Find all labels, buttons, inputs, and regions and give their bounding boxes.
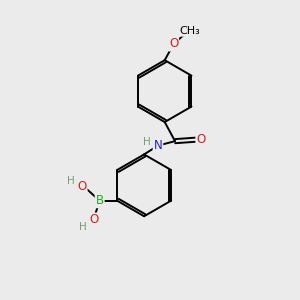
Text: H: H <box>67 176 75 186</box>
Text: N: N <box>154 139 162 152</box>
Text: O: O <box>196 133 206 146</box>
Text: H: H <box>143 137 151 147</box>
Text: O: O <box>169 38 178 50</box>
Text: B: B <box>96 194 104 207</box>
Text: H: H <box>79 222 86 232</box>
Text: O: O <box>89 213 98 226</box>
Text: CH₃: CH₃ <box>179 26 200 36</box>
Text: O: O <box>77 180 87 193</box>
